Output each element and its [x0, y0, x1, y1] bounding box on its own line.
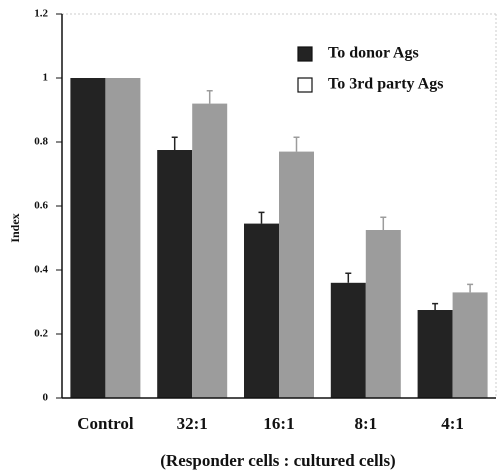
y-tick-label: 0.6 [34, 200, 48, 212]
error-bar [171, 136, 178, 150]
legend-label: To donor Ags [328, 45, 419, 62]
error-bar [432, 302, 439, 310]
y-tick-label: 1.2 [34, 8, 48, 20]
bar [70, 78, 106, 398]
error-bar [258, 211, 265, 224]
legend-label: To 3rd party Ags [328, 76, 443, 93]
legend-swatch [297, 46, 313, 62]
y-tick-label: 0.4 [34, 264, 48, 276]
error-bar [467, 283, 474, 293]
bar [452, 292, 488, 398]
error-bar [345, 272, 352, 283]
y-tick-label: 0 [43, 392, 49, 404]
bar [105, 78, 141, 398]
legend-swatch [297, 77, 313, 93]
bar [279, 151, 314, 398]
bar [157, 150, 193, 398]
x-tick-label: 8:1 [354, 414, 377, 433]
bar [330, 282, 366, 398]
x-tick-label: 16:1 [263, 414, 294, 433]
y-tick-label: 1 [43, 72, 49, 84]
y-axis-title: Index [8, 213, 22, 242]
y-tick-label: 0.2 [34, 328, 48, 340]
x-tick-label: 32:1 [177, 414, 208, 433]
x-tick-label: 4:1 [441, 414, 464, 433]
bar [244, 223, 279, 398]
x-tick-label: Control [77, 414, 134, 433]
bar [365, 230, 401, 398]
bar [192, 103, 228, 398]
error-bar [380, 216, 387, 230]
error-bar [206, 90, 213, 104]
x-axis-title: (Responder cells : cultured cells) [160, 451, 395, 470]
y-tick-label: 0.8 [34, 136, 48, 148]
error-bar [293, 136, 300, 152]
bar [417, 310, 453, 398]
